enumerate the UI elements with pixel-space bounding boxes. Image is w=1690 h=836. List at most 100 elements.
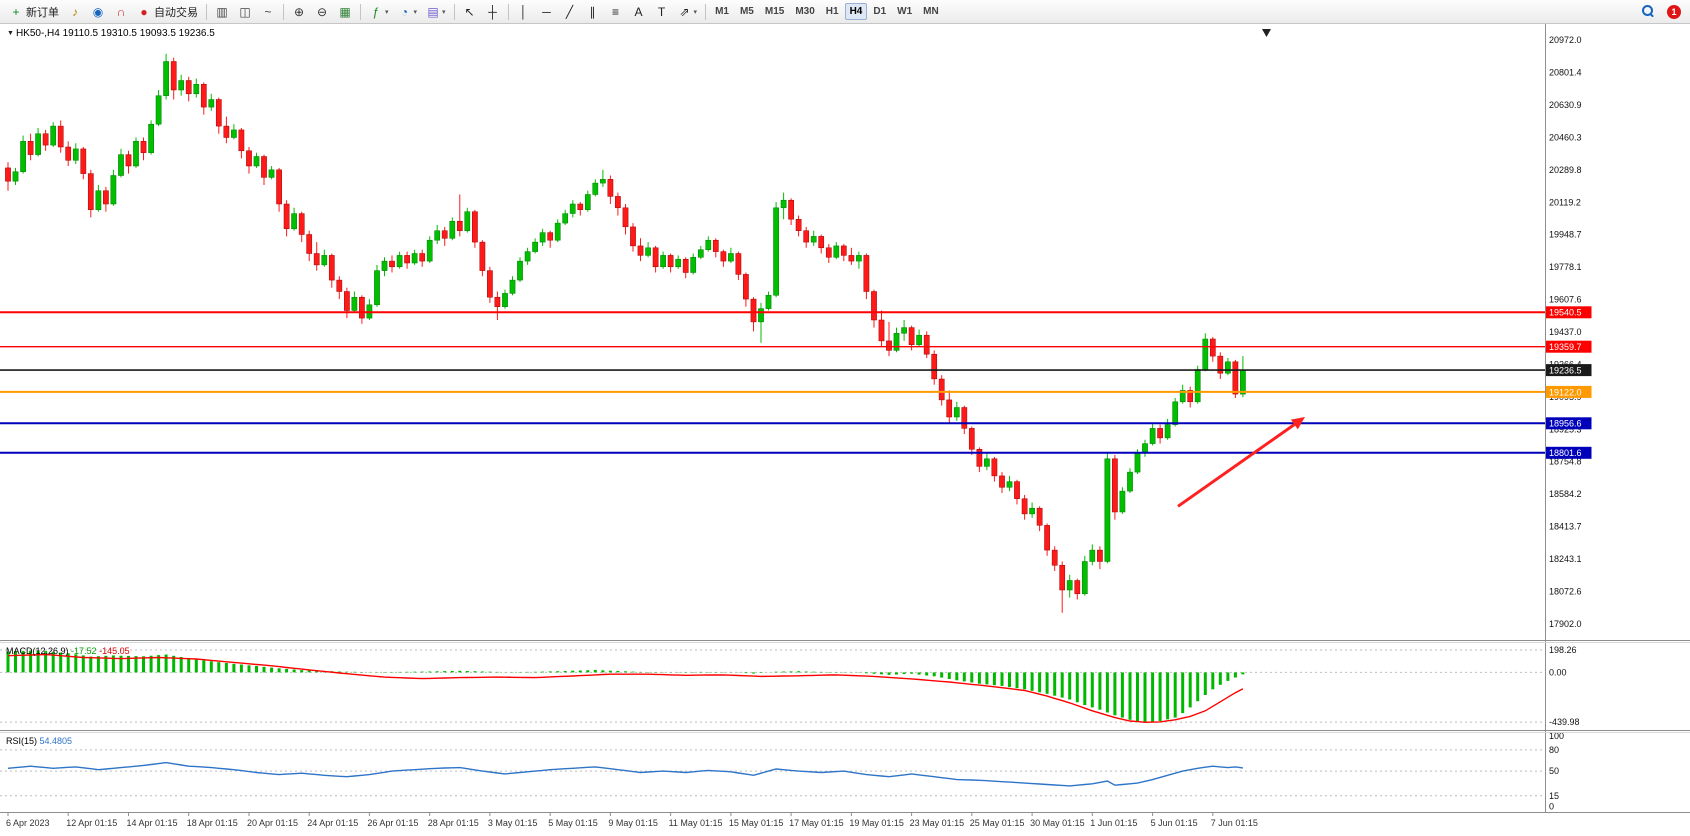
- candlestick-chart-button[interactable]: ◫: [234, 2, 256, 22]
- text-icon: A: [634, 4, 643, 19]
- svg-text:7 Jun 01:15: 7 Jun 01:15: [1211, 818, 1258, 828]
- crosshair-icon: ┼: [488, 4, 497, 19]
- toolbar-separator: [283, 3, 284, 20]
- svg-text:20972.0: 20972.0: [1549, 35, 1582, 45]
- horn-button[interactable]: ♪: [64, 2, 86, 22]
- timeframe-m1-button[interactable]: M1: [710, 3, 734, 20]
- timeframe-m5-button[interactable]: M5: [735, 3, 759, 20]
- time-axis[interactable]: 6 Apr 2023 12 Apr 01:15 14 Apr 01:15 18 Apr…: [6, 812, 1258, 829]
- chart-dropdown-marker: ▼: [7, 30, 14, 37]
- current-bar-marker: [1262, 29, 1271, 37]
- periods-button[interactable]: ◔ ▾: [394, 2, 422, 22]
- price-badge: 19236.5: [1545, 364, 1592, 377]
- timeframe-w1-button[interactable]: W1: [892, 3, 917, 20]
- trendline-button[interactable]: ╱: [559, 2, 581, 22]
- svg-text:1 Jun 01:15: 1 Jun 01:15: [1090, 818, 1137, 828]
- equidistant-channel-button[interactable]: ∥: [582, 2, 604, 22]
- cursor-button[interactable]: ↖: [459, 2, 481, 22]
- svg-text:25 May 01:15: 25 May 01:15: [970, 818, 1025, 828]
- periods-dropdown-icon: ▾: [413, 8, 418, 16]
- zoom-in-icon: ⊕: [293, 4, 305, 19]
- vertical-line-button[interactable]: │: [513, 2, 535, 22]
- rsi-name: RSI(15): [6, 736, 38, 746]
- auto-trading-button[interactable]: ● 自动交易: [133, 2, 202, 22]
- tile-windows-icon: ▦: [339, 4, 351, 19]
- pane-splitter-rsi[interactable]: [0, 730, 1690, 733]
- timeframe-m15-button[interactable]: M15: [760, 3, 789, 20]
- notification-badge[interactable]: 1: [1667, 4, 1681, 19]
- auto-trading-icon: ●: [140, 4, 148, 19]
- svg-text:26 Apr 01:15: 26 Apr 01:15: [367, 818, 418, 828]
- text-button[interactable]: A: [628, 2, 650, 22]
- main-toolbar: + 新订单 ♪ ◉ ∩ ● 自动交易 ▥ ◫ ~ ⊕ ⊖ ▦ ƒ ▾ ◔ ▾ ▤ ▾ ↖ ┼ │ ─ ╱ ∥ ≡ A T ⇗ ▾ M1 M5…: [0, 0, 1690, 24]
- new-order-button[interactable]: + 新订单: [5, 2, 63, 22]
- line-chart-button[interactable]: ~: [257, 2, 279, 22]
- svg-text:19122.0: 19122.0: [1549, 387, 1582, 397]
- indicators-button[interactable]: ƒ ▾: [365, 2, 393, 22]
- toolbar-separator: [206, 3, 207, 20]
- chart-ohlc-values: 19110.5 19310.5 19093.5 19236.5: [62, 28, 215, 39]
- rsi-value: 54.4805: [39, 736, 73, 746]
- templates-button[interactable]: ▤ ▾: [422, 2, 450, 22]
- fibonacci-icon: ≡: [612, 4, 620, 19]
- new-order-label: 新订单: [26, 6, 59, 19]
- rsi-label: RSI(15) 54.4805: [6, 736, 72, 746]
- globe-button[interactable]: ◉: [87, 2, 109, 22]
- svg-text:0.00: 0.00: [1549, 667, 1567, 677]
- bar-chart-button[interactable]: ▥: [211, 2, 233, 22]
- macd-signal-value: -145.05: [99, 646, 130, 656]
- price-badge: 19359.7: [1545, 340, 1592, 353]
- timeframe-h4-button[interactable]: H4: [844, 3, 868, 20]
- trend-arrow-annotation[interactable]: [1177, 417, 1305, 508]
- svg-text:19778.1: 19778.1: [1549, 262, 1582, 272]
- svg-text:18956.6: 18956.6: [1549, 419, 1582, 429]
- arrows-icon: ⇗: [679, 4, 690, 19]
- svg-text:19 May 01:15: 19 May 01:15: [849, 818, 904, 828]
- rsi-pane[interactable]: 100 80 50 150: [0, 731, 1564, 812]
- headset-button[interactable]: ∩: [110, 2, 132, 22]
- horizontal-line-button[interactable]: ─: [536, 2, 558, 22]
- timeframe-d1-button[interactable]: D1: [868, 3, 891, 20]
- text-label-button[interactable]: T: [651, 2, 673, 22]
- chart-symbol-period: HK50-,H4: [15, 28, 60, 39]
- zoom-in-button[interactable]: ⊕: [288, 2, 310, 22]
- svg-text:19437.0: 19437.0: [1549, 327, 1582, 337]
- svg-text:20 Apr 01:15: 20 Apr 01:15: [247, 818, 298, 828]
- macd-label: MACD(12,26,9) -17.52 -145.05: [6, 646, 130, 656]
- search-button[interactable]: [1638, 2, 1659, 22]
- macd-signal-line: [7, 653, 1244, 724]
- timeframe-mn-button[interactable]: MN: [918, 3, 944, 20]
- svg-text:18801.6: 18801.6: [1549, 448, 1582, 458]
- pane-splitter-macd[interactable]: [0, 640, 1690, 643]
- svg-text:50: 50: [1549, 766, 1559, 776]
- svg-text:20460.3: 20460.3: [1549, 132, 1582, 142]
- horizontal-line-icon: ─: [542, 4, 551, 19]
- svg-text:0: 0: [1549, 801, 1554, 811]
- search-icon: [1642, 5, 1655, 18]
- svg-text:18243.1: 18243.1: [1549, 554, 1582, 564]
- macd-histogram: [6, 650, 1245, 723]
- macd-pane[interactable]: 198.26 0.00 -439.98: [0, 645, 1580, 727]
- fibonacci-button[interactable]: ≡: [605, 2, 627, 22]
- arrows-button[interactable]: ⇗ ▾: [674, 2, 702, 22]
- svg-text:19359.7: 19359.7: [1549, 342, 1582, 352]
- svg-text:5 May 01:15: 5 May 01:15: [548, 818, 598, 828]
- timeframe-m30-button[interactable]: M30: [790, 3, 819, 20]
- svg-text:14 Apr 01:15: 14 Apr 01:15: [127, 818, 178, 828]
- price-badge: 19122.0: [1545, 385, 1592, 398]
- bar-chart-icon: ▥: [216, 4, 228, 19]
- toolbar-separator: [360, 3, 361, 20]
- tile-windows-button[interactable]: ▦: [334, 2, 356, 22]
- crosshair-button[interactable]: ┼: [482, 2, 504, 22]
- macd-main-value: -17.52: [71, 646, 97, 656]
- toolbar-separator: [453, 3, 455, 20]
- timeframe-h1-button[interactable]: H1: [821, 3, 844, 20]
- price-badge: 18801.6: [1545, 446, 1592, 459]
- svg-text:3 May 01:15: 3 May 01:15: [488, 818, 538, 828]
- zoom-out-button[interactable]: ⊖: [311, 2, 333, 22]
- svg-text:15 May 01:15: 15 May 01:15: [729, 818, 784, 828]
- svg-text:20630.9: 20630.9: [1549, 100, 1582, 110]
- cursor-icon: ↖: [464, 4, 475, 19]
